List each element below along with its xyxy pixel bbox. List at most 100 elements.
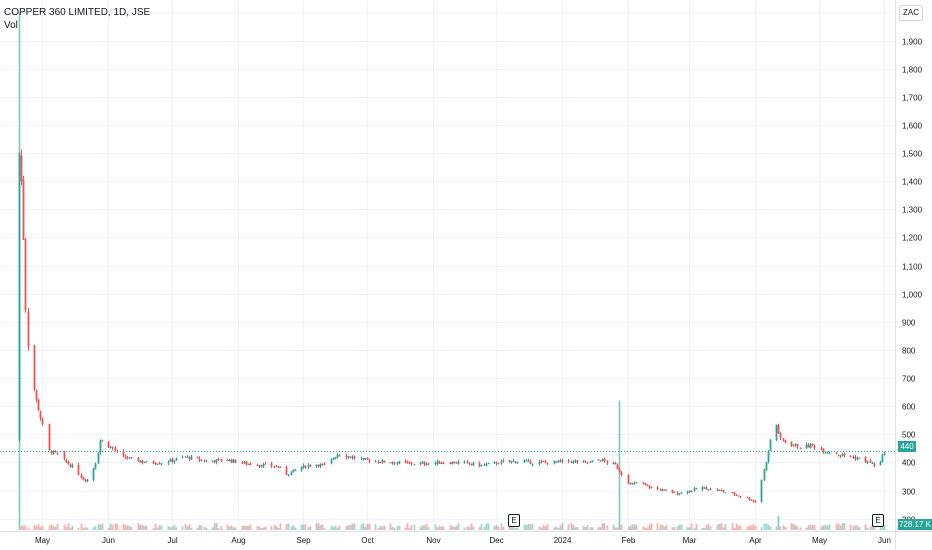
y-tick-label: 600 (902, 403, 916, 412)
volume-bar (353, 523, 356, 530)
volume-bar (109, 523, 112, 530)
candle-body (739, 496, 742, 498)
volume-bar (156, 527, 159, 530)
volume-bar (813, 525, 816, 530)
volume-spike-bar (618, 400, 621, 530)
volume-bar (586, 525, 589, 530)
volume-bar (546, 523, 549, 530)
y-tick-label: 1,100 (902, 263, 923, 272)
candle-body (495, 462, 498, 464)
volume-bar (828, 524, 831, 530)
candle-body (37, 399, 40, 411)
volume-bar (27, 527, 30, 530)
volume-bar (731, 523, 734, 530)
volume-bar (671, 527, 674, 530)
earnings-marker[interactable]: E (508, 514, 520, 527)
volume-legend-label[interactable]: Vol (4, 20, 18, 31)
candle-body (775, 424, 778, 440)
candle-body (181, 456, 184, 458)
candle-body (826, 452, 829, 454)
candle-body (24, 238, 27, 310)
volume-bar (769, 526, 772, 530)
candle-body (211, 460, 214, 462)
volume-bar (485, 523, 488, 530)
volume-bar (570, 523, 573, 530)
candle-body (353, 456, 356, 459)
candle-body (279, 466, 282, 468)
y-tick-label: 1,800 (902, 66, 923, 75)
candle-body (631, 483, 634, 485)
volume-bar (716, 524, 719, 530)
volume-bar (319, 525, 322, 530)
volume-bar (693, 527, 696, 530)
volume-bar (35, 525, 38, 530)
currency-badge[interactable]: ZAC (899, 5, 923, 21)
volume-bar (107, 527, 110, 530)
candle-body (56, 452, 59, 454)
y-tick-label: 500 (902, 431, 916, 440)
volume-bar (22, 525, 25, 530)
volume-bar (457, 523, 460, 530)
volume-bar (436, 527, 439, 530)
volume-bar (173, 524, 176, 530)
candle-body (754, 501, 757, 503)
volume-bar (196, 527, 199, 530)
candle-body (158, 463, 161, 465)
volume-bar (273, 525, 276, 530)
volume-bar (198, 524, 201, 530)
earnings-marker[interactable]: E (872, 514, 884, 527)
volume-bar (220, 526, 223, 530)
volume-bar (527, 523, 530, 530)
time-axis[interactable]: May Jun Jul Aug Sep Oct Nov Dec 2024 Feb Mar Apr May… (35, 536, 891, 545)
candle-body (338, 455, 341, 457)
volume-bar (612, 524, 615, 530)
candle-body (709, 488, 712, 490)
candle-body (765, 461, 768, 471)
candle-body (678, 493, 681, 495)
candle-body (659, 488, 662, 491)
volume-bar (317, 523, 320, 530)
y-tick-label: 900 (902, 319, 916, 328)
volume-bar (646, 527, 649, 530)
volume-bar (839, 525, 842, 530)
candle-body (854, 456, 857, 460)
candle-body (553, 460, 556, 464)
volume-bar (794, 525, 797, 530)
candle-body (529, 461, 532, 464)
volume-bar (705, 525, 708, 530)
volume-bar (784, 526, 787, 530)
volume-bar (525, 525, 528, 530)
candle-body (20, 155, 23, 182)
candle-body (245, 461, 248, 465)
candle-body (455, 462, 458, 464)
candle-body (94, 463, 97, 470)
candle-body (828, 453, 831, 455)
candle-body (555, 461, 558, 463)
candle-body (97, 452, 100, 464)
candle-body (71, 465, 74, 467)
candle-body (688, 490, 691, 493)
candle-body (879, 461, 882, 466)
candle-body (866, 460, 869, 463)
volume-bar (733, 527, 736, 530)
volume-bar (205, 527, 208, 530)
candle-body (77, 464, 80, 475)
candle-body (820, 447, 823, 450)
candle-body (601, 459, 604, 461)
volume-bar (84, 527, 87, 530)
volume-bar (169, 526, 172, 530)
volume-bar (584, 526, 587, 530)
x-tick-label: Jun (878, 536, 891, 545)
candle-body (410, 462, 413, 464)
volume-bar (606, 525, 609, 530)
candle-body (360, 458, 363, 460)
candle-body (557, 460, 560, 463)
volume-bar (130, 527, 133, 530)
symbol-title[interactable]: COPPER 360 LIMITED, 1D, JSE (4, 7, 151, 18)
candle-body (852, 457, 855, 459)
candle-body (421, 462, 424, 464)
volume-bar (241, 525, 244, 530)
candle-body (733, 492, 736, 495)
volume-bar (775, 526, 778, 530)
